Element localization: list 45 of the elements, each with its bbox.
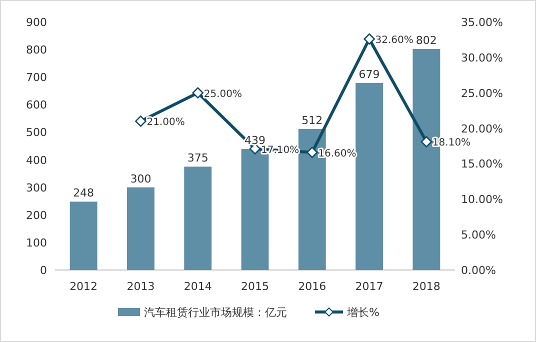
data-label: 25.00% bbox=[204, 88, 242, 100]
y2-tick-label: 10.00% bbox=[461, 193, 503, 206]
point bbox=[364, 33, 375, 45]
x-tick-label: 2018 bbox=[412, 280, 440, 293]
data-label: 248 bbox=[73, 186, 94, 200]
data-label: 300 bbox=[130, 172, 152, 186]
y-tick-label: 400 bbox=[26, 154, 47, 167]
y2-tick-label: 20.00% bbox=[461, 122, 503, 136]
legend-label: 增长% bbox=[346, 306, 380, 319]
legend-label: 汽车租赁行业市场规模：亿元 bbox=[144, 306, 287, 319]
y-tick-label: 200 bbox=[26, 208, 47, 222]
point bbox=[135, 116, 146, 127]
y2-tick-label: 35.00% bbox=[461, 16, 503, 29]
data-label: 375 bbox=[187, 152, 208, 165]
bar bbox=[356, 82, 383, 270]
y-tick-label: 700 bbox=[26, 71, 47, 84]
data-label: 679 bbox=[358, 68, 380, 81]
x-tick-label: 2014 bbox=[184, 280, 212, 293]
y2-tick-label: 25.00% bbox=[461, 86, 503, 100]
y-tick-label: 800 bbox=[26, 44, 47, 57]
data-label: 21.00% bbox=[146, 117, 185, 128]
y-tick-label: 100 bbox=[26, 236, 47, 250]
data-label: 512 bbox=[302, 114, 323, 127]
y2-tick-label: 5.00% bbox=[461, 228, 496, 242]
x-tick-label: 2016 bbox=[298, 280, 326, 293]
point bbox=[192, 87, 204, 99]
bar bbox=[127, 187, 154, 270]
x-tick-label: 2012 bbox=[70, 280, 98, 293]
x-tick-label: 2015 bbox=[241, 280, 269, 293]
data-label: 32.60% bbox=[375, 35, 414, 46]
y2-tick-label: 0.00% bbox=[461, 264, 496, 277]
x-tick-label: 2017 bbox=[355, 280, 384, 293]
bar bbox=[184, 166, 212, 270]
y-tick-label: 500 bbox=[26, 126, 47, 140]
data-label: 802 bbox=[416, 34, 437, 48]
y-tick-label: 0 bbox=[40, 264, 47, 277]
y2-tick-label: 30.00% bbox=[461, 51, 503, 64]
y-tick-label: 900 bbox=[26, 16, 47, 29]
y-tick-label: 300 bbox=[26, 181, 47, 194]
bar bbox=[70, 202, 98, 270]
point bbox=[420, 136, 432, 148]
y-tick-label: 600 bbox=[26, 98, 47, 112]
x-tick-label: 2013 bbox=[126, 280, 155, 293]
point bbox=[306, 146, 318, 158]
y2-tick-label: 15.00% bbox=[461, 158, 503, 171]
